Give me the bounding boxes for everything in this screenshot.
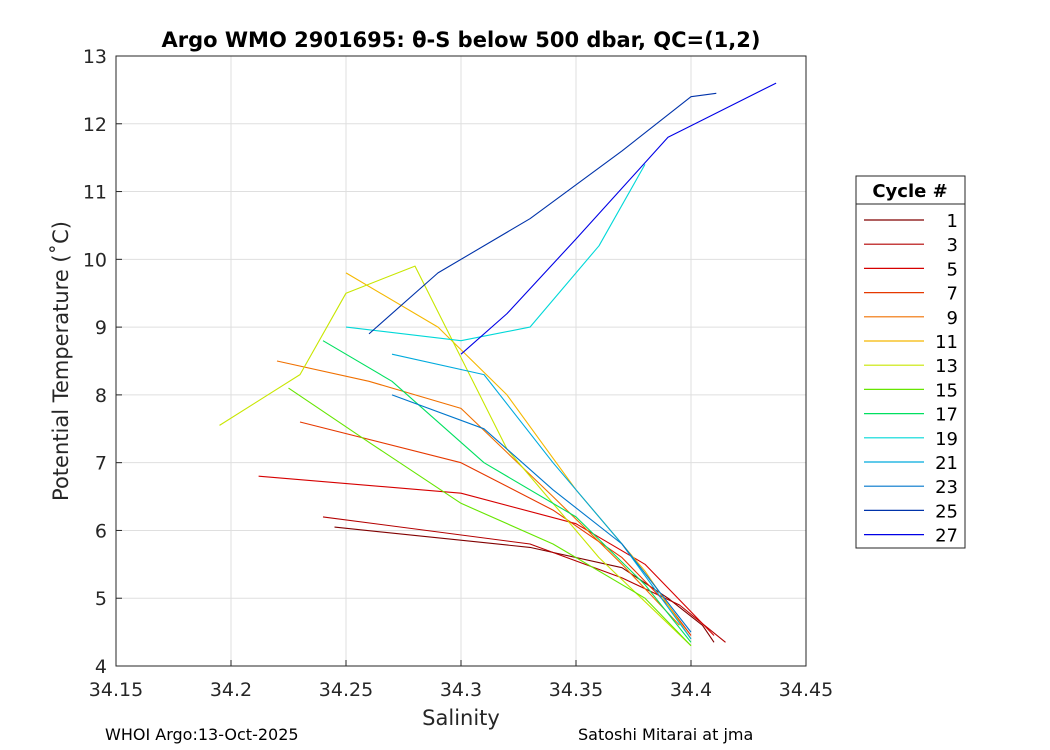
legend-label: 9 (947, 308, 958, 329)
y-ticks: 4 5 6 7 8 9 10 11 12 13 (83, 46, 122, 678)
series-line-cycle-1 (334, 526, 715, 643)
legend-label: 5 (947, 259, 958, 280)
y-tick-label: 9 (95, 317, 107, 339)
x-tick-label: 34.45 (779, 679, 833, 701)
x-axis-label: Salinity (422, 706, 500, 730)
series-line-cycle-5 (258, 475, 715, 636)
legend-label: 19 (935, 429, 958, 450)
legend-label: 1 (947, 211, 958, 232)
series-line-cycle-21 (391, 353, 692, 640)
legend-label: 25 (935, 501, 958, 522)
chart-title: Argo WMO 2901695: θ-S below 500 dbar, QC… (162, 28, 761, 52)
y-tick-label: 7 (95, 453, 107, 475)
x-ticks: 34.15 34.2 34.25 34.3 34.35 34.4 34.45 (89, 660, 833, 701)
y-tick-label: 11 (83, 182, 107, 204)
series-line-cycle-9 (276, 360, 680, 626)
legend-label: 11 (935, 332, 958, 353)
series-line-cycle-23 (391, 394, 692, 633)
x-tick-label: 34.35 (549, 679, 603, 701)
series-layer (219, 82, 777, 647)
legend-label: 27 (935, 526, 958, 547)
x-tick-label: 34.4 (670, 679, 712, 701)
x-tick-label: 34.3 (440, 679, 482, 701)
y-tick-label: 10 (83, 249, 107, 271)
legend-label: 23 (935, 477, 958, 498)
legend-label: 17 (935, 405, 958, 426)
y-tick-label: 12 (83, 114, 107, 136)
legend-label: 21 (935, 453, 958, 474)
plot-area: 34.15 34.2 34.25 34.3 34.35 34.4 34.45 4 5 6 7 8 9 1… (83, 46, 833, 701)
x-tick-label: 34.15 (89, 679, 143, 701)
y-tick-label: 8 (95, 385, 107, 407)
legend-label: 7 (947, 284, 958, 305)
footer-author: Satoshi Mitarai at jma (578, 725, 754, 744)
series-line-cycle-3 (322, 516, 726, 643)
series-line-cycle-15 (288, 387, 692, 647)
legend-label: 13 (935, 356, 958, 377)
x-tick-label: 34.2 (210, 679, 252, 701)
y-tick-label: 13 (83, 46, 107, 68)
series-line-cycle-27 (460, 82, 777, 355)
footer-source: WHOI Argo:13-Oct-2025 (105, 725, 299, 744)
y-tick-label: 6 (95, 520, 107, 542)
series-line-cycle-19 (345, 164, 646, 342)
legend-label: 3 (947, 235, 958, 256)
series-line-cycle-25 (368, 92, 717, 335)
series-line-cycle-13 (219, 265, 692, 647)
legend-title: Cycle # (872, 181, 947, 202)
y-tick-label: 5 (95, 588, 107, 610)
x-tick-label: 34.25 (319, 679, 373, 701)
series-line-cycle-17 (322, 340, 692, 643)
y-tick-label: 4 (95, 656, 107, 678)
legend-label: 15 (935, 380, 958, 401)
y-axis-label: Potential Temperature (˚C) (49, 221, 73, 501)
